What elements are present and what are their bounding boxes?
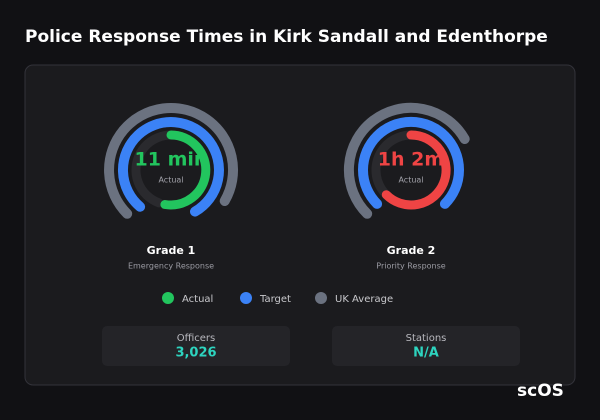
stat-value: 3,026 — [175, 346, 216, 361]
stat-label: Officers — [177, 333, 216, 344]
legend-dot — [162, 292, 174, 304]
stat-label: Stations — [406, 333, 447, 344]
ring-actual — [381, 130, 451, 210]
legend-label: Actual — [182, 294, 213, 305]
gauge-value: 11 min — [135, 149, 208, 171]
stat-box — [102, 326, 290, 366]
gauge-subtitle: Priority Response — [376, 262, 446, 271]
gauge-title: Grade 1 — [147, 244, 196, 257]
legend-label: Target — [259, 294, 291, 305]
ring-target — [118, 117, 224, 217]
ring-uk-average — [343, 102, 470, 219]
ring-target — [358, 116, 464, 209]
legend-label: UK Average — [335, 294, 393, 305]
gauge-value-label: Actual — [158, 176, 183, 185]
gauges: 11 min Actual Grade 1 Emergency Response 1h … — [104, 102, 470, 271]
stat-box — [332, 326, 520, 366]
ring-uk-average — [104, 102, 239, 219]
legend-dot — [315, 292, 327, 304]
gauge-value: 1h 2m — [378, 149, 444, 171]
logo: scOS — [517, 381, 564, 401]
ring-actual — [160, 130, 211, 210]
gauge-title: Grade 2 — [387, 244, 436, 257]
legend-dot — [240, 292, 252, 304]
stat-value: N/A — [413, 346, 439, 361]
page-title: Police Response Times in Kirk Sandall an… — [25, 27, 548, 47]
gauge-value-label: Actual — [398, 176, 423, 185]
gauge-subtitle: Emergency Response — [128, 262, 214, 271]
